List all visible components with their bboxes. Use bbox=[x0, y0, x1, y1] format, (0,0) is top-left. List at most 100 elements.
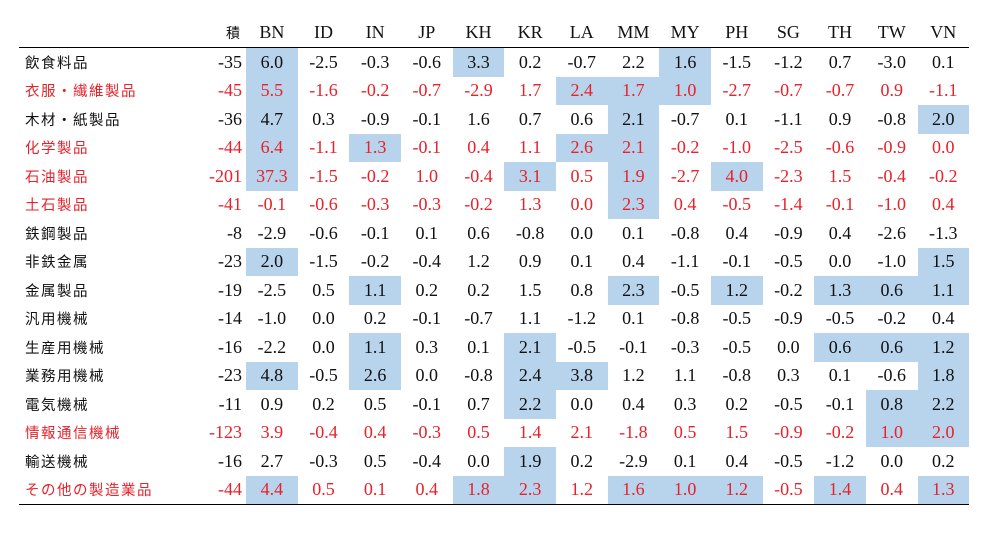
column-header: KH bbox=[452, 18, 505, 48]
column-header: 積 bbox=[194, 18, 246, 48]
value-cell: -1.1 bbox=[670, 251, 700, 272]
value-cell: 1.9 bbox=[607, 162, 660, 191]
seki-cell: -44 bbox=[218, 137, 242, 158]
seki-cell: -44 bbox=[194, 475, 246, 505]
header-row: 積 BN ID IN JP KH KR LA MM MY PH SG TH TW VN bbox=[19, 18, 969, 48]
value-cell: -0.5 bbox=[722, 194, 751, 215]
value-cell: 0.4 bbox=[622, 251, 645, 272]
value-cell: 0.5 bbox=[570, 165, 594, 186]
value-cell: -0.2 bbox=[877, 308, 906, 329]
value-cell: 0.4 bbox=[932, 194, 955, 215]
row-label: 生産用機械 bbox=[25, 340, 105, 357]
value-cell: -0.1 bbox=[412, 137, 442, 158]
value-cell: -0.9 bbox=[360, 108, 390, 129]
value-cell: -0.8 bbox=[722, 365, 751, 386]
value-cell: -0.3 bbox=[670, 336, 700, 357]
value-cell: 1.8 bbox=[452, 475, 505, 505]
table-row: 非鉄金属 -23 2.0 -1.5 -0.2 -0.4 1.2 0.9 0.1 0.4 -1.1 -0… bbox=[19, 247, 969, 276]
seki-cell: -23 bbox=[218, 251, 242, 272]
value-cell: -0.8 bbox=[670, 308, 700, 329]
value-cell: -0.3 bbox=[412, 422, 442, 443]
value-cell: -0.9 bbox=[774, 222, 803, 243]
value-cell: -0.5 bbox=[825, 308, 855, 329]
column-header: ID bbox=[297, 18, 350, 48]
value-cell: -1.2 bbox=[567, 308, 597, 329]
value-cell: -0.9 bbox=[877, 137, 906, 158]
value-cell: 0.6 bbox=[865, 276, 918, 305]
value-cell: 0.4 bbox=[622, 393, 645, 414]
value-cell: 1.1 bbox=[518, 137, 542, 158]
column-header: JP bbox=[400, 18, 453, 48]
value-cell: 0.0 bbox=[570, 194, 594, 215]
value-cell: 0.2 bbox=[467, 279, 490, 300]
value-cell: 0.1 bbox=[828, 365, 852, 386]
value-cell: 2.0 bbox=[917, 105, 969, 134]
value-cell: -0.7 bbox=[464, 308, 493, 329]
value-cell: 0.0 bbox=[467, 450, 490, 471]
value-cell: 1.0 bbox=[659, 76, 711, 105]
column-header: SG bbox=[762, 18, 815, 48]
value-cell: -0.6 bbox=[309, 194, 338, 215]
value-cell: 0.1 bbox=[932, 51, 955, 72]
value-cell: -0.3 bbox=[360, 194, 390, 215]
value-cell: 0.4 bbox=[932, 308, 955, 329]
value-cell: -0.5 bbox=[670, 279, 700, 300]
value-cell: -0.4 bbox=[412, 251, 442, 272]
value-cell: -1.5 bbox=[309, 251, 338, 272]
value-cell: -2.5 bbox=[309, 51, 338, 72]
column-header: TH bbox=[814, 18, 866, 48]
value-cell: -1.0 bbox=[722, 137, 751, 158]
table-row: 鉄鋼製品 -8 -2.9 -0.6 -0.1 0.1 0.6 -0.8 0.0 0.1 -0.8 0.… bbox=[19, 219, 969, 248]
table-row: 木材・紙製品 -36 4.7 0.3 -0.9 -0.1 1.6 0.7 0.6 2.1 -0.7 0… bbox=[19, 105, 969, 134]
value-cell: 0.4 bbox=[865, 475, 918, 505]
table-body: 飲食料品 -35 6.0 -2.5 -0.3 -0.6 3.3 0.2 -0.7 2.2 1.6 -1… bbox=[19, 47, 969, 505]
value-cell: 2.3 bbox=[607, 190, 660, 219]
table-row: 石油製品 -201 37.3 -1.5 -0.2 1.0 -0.4 3.1 0.5 1.9 -2.7… bbox=[19, 162, 969, 191]
value-cell: 2.2 bbox=[917, 390, 969, 419]
value-cell: 0.5 bbox=[363, 450, 387, 471]
value-cell: -0.5 bbox=[722, 336, 751, 357]
value-cell: -0.4 bbox=[412, 450, 442, 471]
seki-cell: -19 bbox=[218, 279, 242, 300]
value-cell: -0.1 bbox=[722, 251, 751, 272]
table-row: 土石製品 -41 -0.1 -0.6 -0.3 -0.3 -0.2 1.3 0.0 2.3 0.4 -… bbox=[19, 190, 969, 219]
value-cell: 1.7 bbox=[518, 80, 542, 101]
value-cell: -1.1 bbox=[774, 108, 803, 129]
seki-cell: -41 bbox=[218, 194, 242, 215]
value-cell: -2.5 bbox=[257, 279, 287, 300]
value-cell: -0.2 bbox=[464, 194, 493, 215]
value-cell: -2.6 bbox=[877, 222, 906, 243]
row-label: その他の製造業品 bbox=[19, 475, 194, 505]
table-row: 化学製品 -44 6.4 -1.1 1.3 -0.1 0.4 1.1 2.6 2.1 -0.2 -1.… bbox=[19, 133, 969, 162]
seki-cell: -35 bbox=[218, 51, 242, 72]
value-cell: 1.2 bbox=[622, 365, 645, 386]
value-cell: 2.6 bbox=[349, 361, 401, 390]
value-cell: 1.5 bbox=[725, 422, 748, 443]
value-cell: -0.7 bbox=[774, 80, 803, 101]
value-cell: 1.5 bbox=[518, 279, 542, 300]
value-cell: 3.3 bbox=[452, 47, 505, 77]
value-cell: 0.7 bbox=[518, 108, 542, 129]
value-cell: 1.5 bbox=[917, 247, 969, 276]
value-cell: -0.2 bbox=[360, 165, 390, 186]
value-cell: 2.4 bbox=[504, 361, 556, 390]
value-cell: 0.1 bbox=[725, 108, 748, 129]
row-label: 石油製品 bbox=[25, 169, 89, 186]
value-cell: 2.2 bbox=[504, 390, 556, 419]
value-cell: -0.3 bbox=[360, 51, 390, 72]
table-row: 輸送機械 -16 2.7 -0.3 0.5 -0.4 0.0 1.9 0.2 -2.9 0.1 0.4… bbox=[19, 447, 969, 476]
row-label: 金属製品 bbox=[25, 283, 89, 300]
value-cell: 2.0 bbox=[917, 418, 969, 447]
value-cell: 1.1 bbox=[349, 276, 401, 305]
value-cell: -2.2 bbox=[257, 336, 287, 357]
value-cell: 1.7 bbox=[607, 76, 660, 105]
value-cell: 1.1 bbox=[917, 276, 969, 305]
value-cell: 0.0 bbox=[828, 251, 852, 272]
value-cell: -1.3 bbox=[929, 222, 958, 243]
value-cell: -2.9 bbox=[257, 222, 287, 243]
value-cell: 1.0 bbox=[865, 418, 918, 447]
value-cell: 0.2 bbox=[725, 393, 748, 414]
value-cell: 0.4 bbox=[363, 422, 387, 443]
row-label: 非鉄金属 bbox=[25, 255, 89, 272]
value-cell: 1.9 bbox=[504, 447, 556, 476]
